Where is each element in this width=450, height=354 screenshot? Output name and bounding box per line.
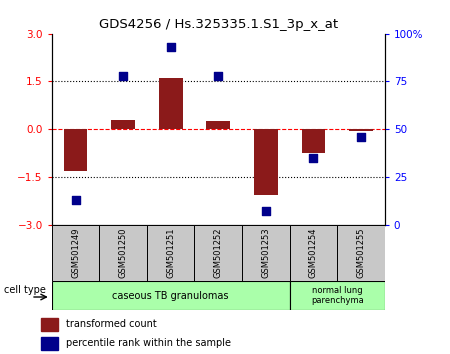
FancyBboxPatch shape	[194, 225, 242, 281]
Point	[262, 209, 270, 214]
Bar	[159, 78, 183, 129]
Point	[72, 197, 79, 203]
Bar	[63, 129, 87, 171]
Text: cell type: cell type	[4, 285, 46, 295]
FancyBboxPatch shape	[52, 225, 99, 281]
Point	[120, 73, 127, 79]
Bar	[254, 129, 278, 194]
FancyBboxPatch shape	[52, 281, 290, 310]
Text: GSM501253: GSM501253	[261, 228, 270, 279]
FancyBboxPatch shape	[337, 225, 385, 281]
Text: GSM501250: GSM501250	[119, 228, 128, 278]
Text: caseous TB granulomas: caseous TB granulomas	[112, 291, 229, 301]
Point	[215, 73, 222, 79]
Point	[310, 155, 317, 161]
FancyBboxPatch shape	[147, 225, 194, 281]
Bar	[111, 120, 135, 129]
Text: percentile rank within the sample: percentile rank within the sample	[66, 338, 231, 348]
Text: transformed count: transformed count	[66, 319, 157, 329]
Point	[357, 134, 364, 140]
Bar	[40, 318, 58, 331]
Bar	[302, 129, 325, 153]
Text: GSM501255: GSM501255	[356, 228, 365, 278]
Bar	[349, 129, 373, 131]
Text: GSM501251: GSM501251	[166, 228, 175, 278]
Bar	[40, 337, 58, 350]
FancyBboxPatch shape	[242, 225, 290, 281]
FancyBboxPatch shape	[99, 225, 147, 281]
FancyBboxPatch shape	[290, 225, 337, 281]
Text: normal lung
parenchyma: normal lung parenchyma	[311, 286, 364, 305]
Title: GDS4256 / Hs.325335.1.S1_3p_x_at: GDS4256 / Hs.325335.1.S1_3p_x_at	[99, 18, 338, 31]
Point	[167, 44, 174, 50]
Text: GSM501252: GSM501252	[214, 228, 223, 278]
Bar	[207, 121, 230, 129]
Text: GSM501254: GSM501254	[309, 228, 318, 278]
FancyBboxPatch shape	[290, 281, 385, 310]
Text: GSM501249: GSM501249	[71, 228, 80, 278]
